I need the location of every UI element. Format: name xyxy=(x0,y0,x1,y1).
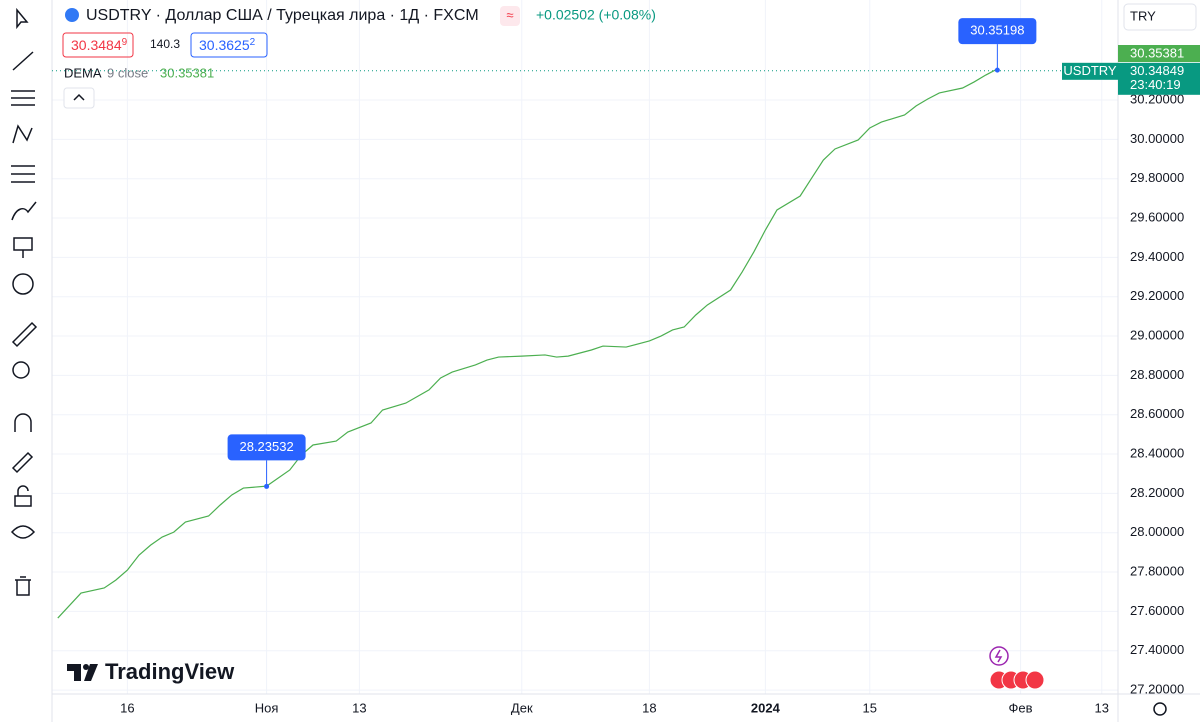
header: USDTRY · Доллар США / Турецкая лира · 1Д… xyxy=(62,3,1197,109)
indicator-name: DEMA xyxy=(64,65,102,80)
buy-price: 30.36252 xyxy=(199,37,256,53)
lock-draw-tool[interactable] xyxy=(11,451,34,474)
pattern-tool[interactable] xyxy=(12,124,33,144)
sell-button[interactable] xyxy=(62,32,134,58)
last-value-tag xyxy=(1118,45,1200,62)
buy-button[interactable] xyxy=(190,32,268,58)
y-tick-label: 28.20000 xyxy=(1130,485,1184,500)
currency: TRY xyxy=(1130,8,1156,23)
y-tick-label: 29.40000 xyxy=(1130,249,1184,264)
y-tick-label: 27.60000 xyxy=(1130,603,1184,618)
emoji-tool[interactable] xyxy=(12,273,34,295)
brush-tool[interactable] xyxy=(11,201,37,221)
y-tick-label: 28.80000 xyxy=(1130,367,1184,382)
y-tick-label: 27.40000 xyxy=(1130,642,1184,657)
toolbar xyxy=(10,7,38,596)
price-change: +0.02502 (+0.08%) xyxy=(536,7,656,23)
annotation-label: 30.35198 xyxy=(970,23,1024,38)
bid: 30.3484 xyxy=(71,37,122,53)
countdown: 23:40:19 xyxy=(1130,77,1181,92)
annotation-box xyxy=(958,18,1037,45)
y-tick-label: 29.20000 xyxy=(1130,288,1184,303)
forecast-tool[interactable] xyxy=(11,165,35,183)
logo: TradingView xyxy=(67,659,235,684)
currency-button[interactable] xyxy=(1123,3,1197,31)
collapse-button[interactable] xyxy=(63,87,95,109)
y-tick-label: 29.00000 xyxy=(1130,327,1184,342)
magnet-tool[interactable] xyxy=(14,413,32,432)
event-flag[interactable] xyxy=(1025,670,1045,690)
zoom-tool[interactable] xyxy=(12,361,30,379)
y-tick-label: 30.00000 xyxy=(1130,131,1184,146)
annotation-point xyxy=(994,67,1000,73)
data-status[interactable] xyxy=(500,6,520,26)
text-tool[interactable] xyxy=(13,237,33,258)
settings-button[interactable] xyxy=(1153,702,1167,716)
x-tick-label: 18 xyxy=(642,700,656,715)
bottom-icons xyxy=(989,646,1167,716)
y-tick-label: 28.40000 xyxy=(1130,445,1184,460)
line-tool[interactable] xyxy=(12,51,34,71)
sell-price: 30.34849 xyxy=(71,37,128,53)
symbol-tag xyxy=(1062,62,1118,80)
indicator-value: 30.35381 xyxy=(160,65,214,80)
fib-tool[interactable] xyxy=(11,90,35,106)
symbol-price-label: 30.34849 xyxy=(1130,63,1184,78)
flag-icon xyxy=(65,8,79,22)
dema-line xyxy=(57,68,998,619)
y-tick-label: 29.60000 xyxy=(1130,209,1184,224)
x-tick-label: 13 xyxy=(1095,700,1109,715)
y-tick-label: 27.80000 xyxy=(1130,563,1184,578)
visibility-tool[interactable] xyxy=(10,525,36,539)
annotation-label: 28.23532 xyxy=(239,439,293,454)
annotation-box xyxy=(227,434,306,461)
brand: TradingView xyxy=(105,659,235,684)
y-tick-label: 28.60000 xyxy=(1130,406,1184,421)
annotation-point xyxy=(264,483,270,489)
ask: 30.3625 xyxy=(199,37,250,53)
spread: 140.3 xyxy=(150,37,180,51)
x-tick-label: 15 xyxy=(863,700,877,715)
indicator-params: 9 close xyxy=(107,65,148,80)
symbol-tag-label: USDTRY xyxy=(1063,63,1117,78)
x-tick-label: 2024 xyxy=(751,700,781,715)
x-tick-label: Ноя xyxy=(255,700,279,715)
x-tick-label: Фев xyxy=(1009,700,1033,715)
lightning-icon[interactable] xyxy=(989,646,1009,666)
x-tick-label: Дек xyxy=(511,700,533,715)
y-tick-label: 27.20000 xyxy=(1130,682,1184,697)
last-value-label: 30.35381 xyxy=(1130,45,1184,60)
ruler-tool[interactable] xyxy=(11,321,38,348)
data-status-icon: ≈ xyxy=(506,7,513,22)
y-tick-label: 29.80000 xyxy=(1130,170,1184,185)
ask-sup: 2 xyxy=(250,37,256,48)
lock-tool[interactable] xyxy=(14,485,32,507)
symbol-title: USDTRY · Доллар США / Турецкая лира · 1Д… xyxy=(86,7,479,24)
x-tick-label: 13 xyxy=(352,700,366,715)
cursor-tool[interactable] xyxy=(16,7,29,30)
y-tick-label: 30.20000 xyxy=(1130,91,1184,106)
y-tick-label: 28.00000 xyxy=(1130,524,1184,539)
delete-tool[interactable] xyxy=(15,576,31,596)
x-tick-label: 16 xyxy=(120,700,134,715)
bid-sup: 9 xyxy=(122,37,128,48)
symbol-price-tag xyxy=(1118,62,1200,95)
